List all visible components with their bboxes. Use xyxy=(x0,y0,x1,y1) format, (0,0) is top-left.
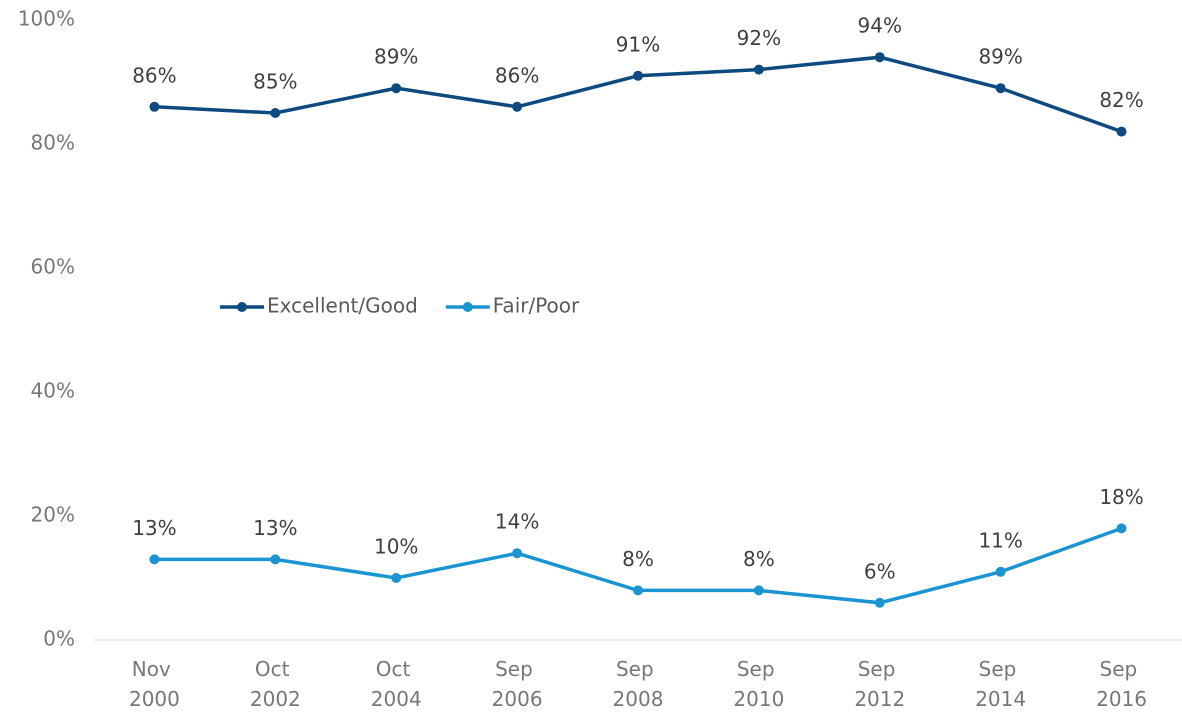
data-point xyxy=(753,585,764,596)
y-tick-label: 80% xyxy=(31,131,75,155)
data-label: 8% xyxy=(622,547,654,571)
y-tick-label: 0% xyxy=(43,627,75,651)
data-point xyxy=(633,585,643,596)
data-point xyxy=(874,52,885,63)
data-label: 85% xyxy=(253,70,297,94)
y-tick-label: 40% xyxy=(31,379,75,403)
data-point xyxy=(391,573,402,583)
x-tick-label: Sep 2008 xyxy=(613,657,664,711)
data-label: 8% xyxy=(743,547,775,571)
x-tick-label: Oct 2004 xyxy=(371,657,422,711)
y-tick-label: 20% xyxy=(31,503,75,527)
data-label: 89% xyxy=(374,45,418,69)
data-label: 13% xyxy=(132,516,176,540)
data-label: 14% xyxy=(495,510,539,534)
data-point xyxy=(1116,126,1127,137)
x-tick-label: Nov 2000 xyxy=(129,657,180,711)
data-point xyxy=(753,64,764,75)
data-label: 82% xyxy=(1099,88,1143,112)
y-tick-label: 60% xyxy=(31,255,75,279)
data-label: 13% xyxy=(253,516,297,540)
data-point xyxy=(995,566,1006,577)
data-point xyxy=(149,554,160,565)
data-point xyxy=(512,548,523,559)
data-label: 86% xyxy=(495,63,539,87)
data-label: 11% xyxy=(978,528,1022,552)
data-point xyxy=(874,597,885,608)
legend-marker xyxy=(237,302,247,312)
data-point xyxy=(391,83,402,94)
x-tick-label: Sep 2010 xyxy=(733,657,784,711)
legend-label: Fair/Poor xyxy=(493,294,580,318)
data-point xyxy=(512,101,523,112)
legend-item: Fair/Poor xyxy=(445,294,580,318)
x-tick-label: Oct 2002 xyxy=(250,657,301,711)
series-line xyxy=(154,55,1123,134)
data-label: 89% xyxy=(978,45,1022,69)
x-tick-label: Sep 2016 xyxy=(1096,657,1147,711)
x-tick-label: Sep 2012 xyxy=(854,657,905,711)
data-label: 10% xyxy=(374,535,418,559)
data-label: 92% xyxy=(737,26,781,50)
data-label: 6% xyxy=(864,559,896,583)
data-point xyxy=(1116,523,1127,534)
legend-marker xyxy=(462,302,473,312)
legend-label: Excellent/Good xyxy=(267,294,418,318)
x-tick-label: Sep 2006 xyxy=(492,657,543,711)
x-tick-label: Sep 2014 xyxy=(975,657,1026,711)
data-label: 86% xyxy=(132,63,176,87)
data-point xyxy=(149,101,160,112)
data-point xyxy=(633,70,643,81)
y-tick-label: 100% xyxy=(18,7,75,31)
data-label: 94% xyxy=(858,14,902,38)
data-label: 91% xyxy=(616,32,660,56)
data-point xyxy=(270,554,281,565)
legend-item: Excellent/Good xyxy=(220,294,418,318)
data-point xyxy=(995,83,1006,94)
data-point xyxy=(270,108,281,118)
data-label: 18% xyxy=(1099,485,1143,509)
